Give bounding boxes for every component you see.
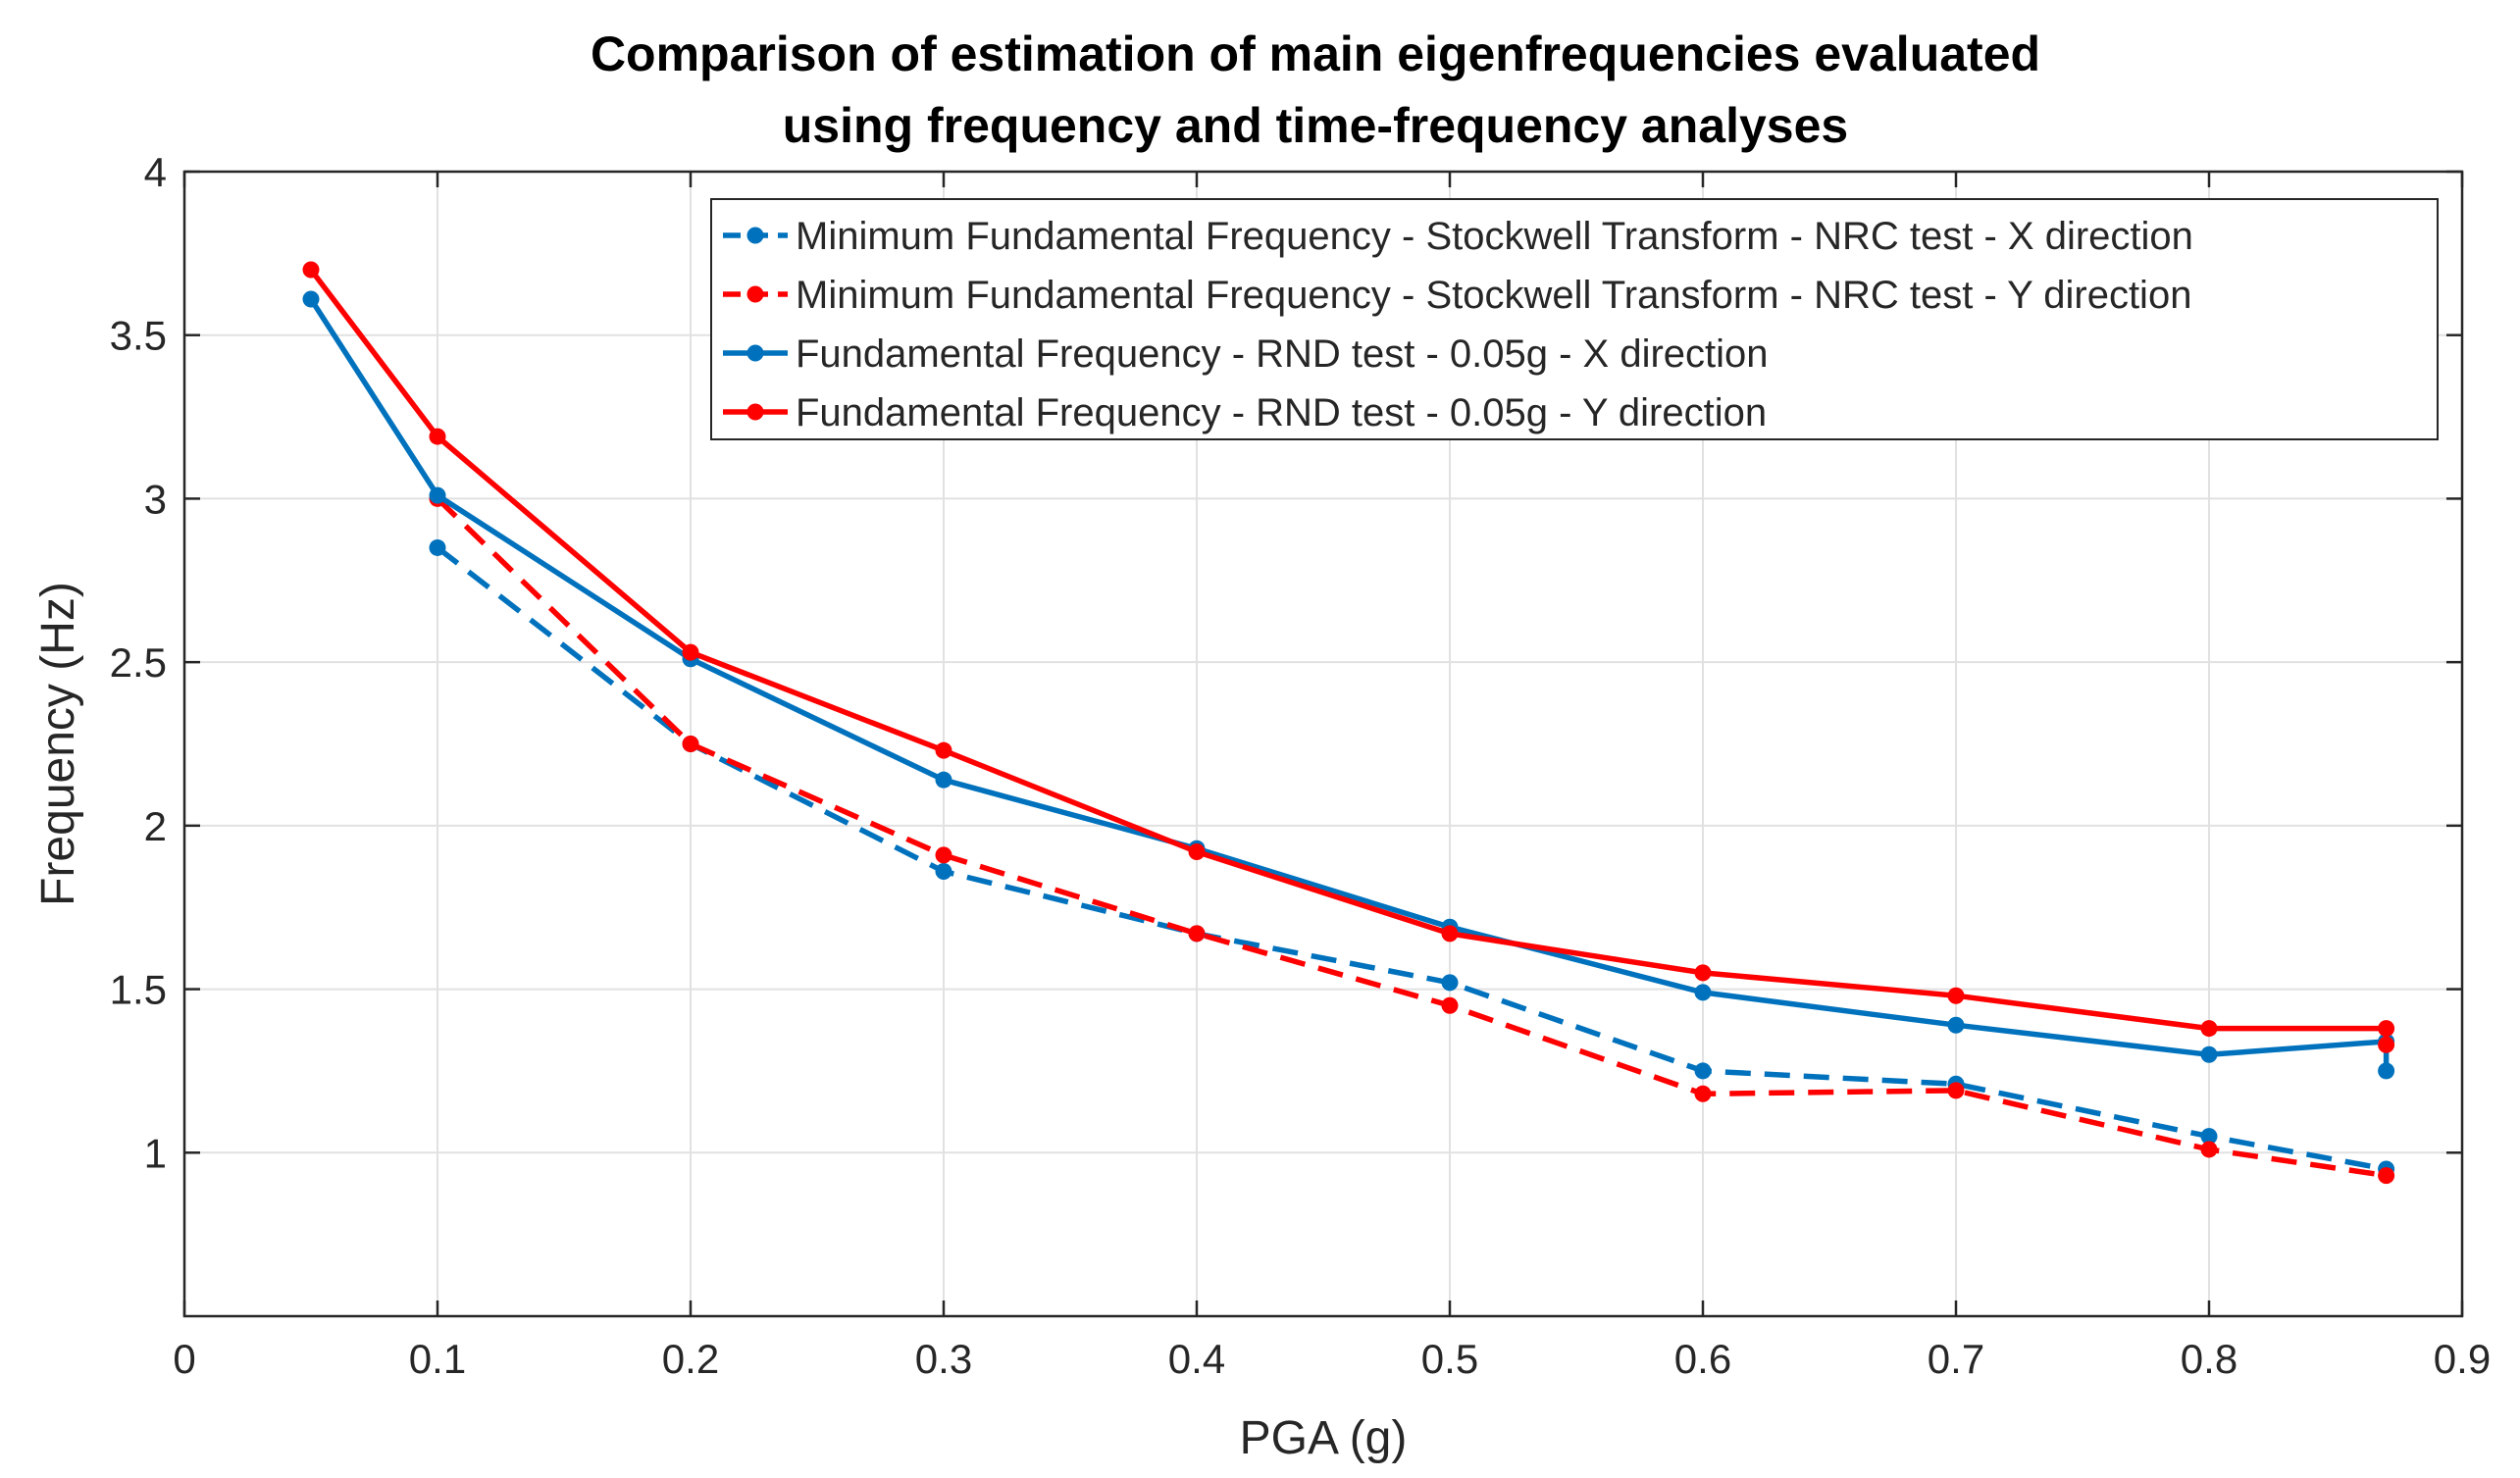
legend-box: [710, 198, 2439, 440]
data-point: [2378, 1062, 2395, 1080]
ticks: 0 0.1 0.2 0.3 0.4 0.5 0.6 0.7 0.8 0.9 1 1.5 2 2.5 3 3.5…: [110, 149, 2492, 1382]
x-tick-label: 0.9: [2434, 1336, 2491, 1382]
data-point: [1694, 984, 1712, 1001]
data-point: [2378, 1020, 2395, 1038]
data-point: [1441, 996, 1459, 1014]
y-tick-label: 3: [144, 476, 167, 522]
data-point: [682, 736, 699, 752]
legend-swatch-marker: [746, 285, 764, 303]
legend: Minimum Fundamental Frequency - Stockwel…: [710, 198, 2439, 440]
legend-swatch-marker: [746, 344, 764, 362]
legend-label: Minimum Fundamental Frequency - Stockwel…: [796, 215, 2193, 258]
data-point: [302, 290, 320, 308]
data-point: [302, 261, 320, 279]
y-tick-label: 1: [144, 1130, 167, 1176]
data-point: [1947, 1016, 1965, 1034]
series: [302, 261, 2395, 1185]
data-point: [1188, 843, 1206, 861]
data-point: [2200, 1020, 2218, 1038]
data-point: [2200, 1141, 2218, 1158]
x-tick-label: 0.3: [915, 1336, 972, 1382]
data-point: [1694, 1085, 1712, 1102]
x-tick-label: 0.2: [662, 1336, 719, 1382]
y-tick-label: 2.5: [110, 639, 167, 686]
data-point: [2378, 1036, 2395, 1053]
data-point: [935, 863, 952, 881]
data-point: [1947, 1082, 1965, 1099]
x-tick-label: 0.5: [1421, 1336, 1478, 1382]
data-point: [2378, 1167, 2395, 1185]
x-tick-label: 0: [173, 1336, 195, 1382]
data-point: [429, 428, 446, 445]
data-point: [1947, 987, 1965, 1004]
legend-label: Minimum Fundamental Frequency - Stockwel…: [796, 274, 2191, 317]
series-2: [429, 489, 2395, 1185]
data-point: [682, 643, 699, 661]
chart-title-line-2: using frequency and time-frequency analy…: [783, 98, 1848, 153]
data-point: [935, 741, 952, 759]
y-tick-label: 4: [144, 149, 167, 195]
data-point: [429, 538, 446, 556]
y-tick-label: 1.5: [110, 967, 167, 1013]
x-tick-label: 0.7: [1928, 1336, 1984, 1382]
legend-label: Fundamental Frequency - RND test - 0.05g…: [796, 332, 1769, 376]
x-tick-label: 0.6: [1674, 1336, 1731, 1382]
data-point: [935, 846, 952, 864]
x-tick-label: 0.8: [2181, 1336, 2237, 1382]
y-axis-label: Frequency (Hz): [32, 582, 84, 906]
chart-title-line-1: Comparison of estimation of main eigenfr…: [591, 26, 2040, 81]
x-tick-label: 0.4: [1168, 1336, 1225, 1382]
data-point: [1188, 925, 1206, 943]
legend-label: Fundamental Frequency - RND test - 0.05g…: [796, 391, 1767, 434]
y-tick-label: 2: [144, 803, 167, 849]
legend-swatch-marker: [746, 403, 764, 421]
data-point: [1694, 964, 1712, 982]
data-point: [2200, 1128, 2218, 1146]
legend-item: Fundamental Frequency - RND test - 0.05g…: [723, 391, 1767, 434]
x-axis-label: PGA (g): [1240, 1412, 1408, 1464]
y-tick-label: 3.5: [110, 313, 167, 359]
data-point: [1694, 1062, 1712, 1080]
axes-box: [182, 170, 2464, 1318]
data-point: [1441, 925, 1459, 943]
legend-item: Minimum Fundamental Frequency - Stockwel…: [723, 274, 2191, 317]
data-point: [2200, 1045, 2218, 1063]
legend-item: Fundamental Frequency - RND test - 0.05g…: [723, 332, 1769, 376]
legend-item: Minimum Fundamental Frequency - Stockwel…: [723, 215, 2193, 258]
data-point: [429, 486, 446, 504]
data-point: [1441, 974, 1459, 992]
legend-swatch-marker: [746, 227, 764, 244]
data-point: [935, 771, 952, 789]
x-tick-label: 0.1: [409, 1336, 466, 1382]
series-4: [302, 261, 2395, 1053]
